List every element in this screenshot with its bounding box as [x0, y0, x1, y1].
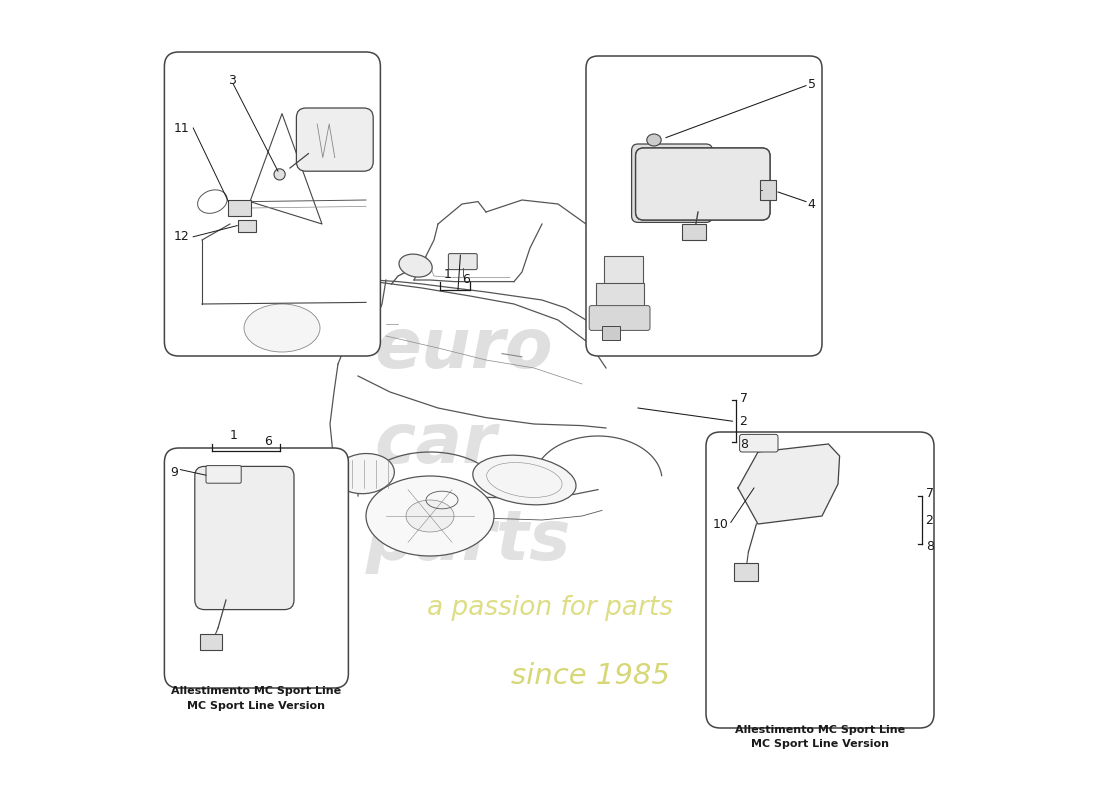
Ellipse shape — [399, 254, 432, 277]
Text: Allestimento MC Sport Line: Allestimento MC Sport Line — [735, 725, 905, 734]
Text: 6: 6 — [462, 273, 470, 286]
Text: 9: 9 — [170, 466, 178, 478]
FancyBboxPatch shape — [636, 148, 770, 220]
FancyBboxPatch shape — [596, 283, 645, 314]
FancyBboxPatch shape — [682, 224, 706, 240]
Text: Allestimento MC Sport Line: Allestimento MC Sport Line — [172, 686, 341, 696]
FancyBboxPatch shape — [706, 432, 934, 728]
Text: 2: 2 — [925, 514, 933, 526]
FancyBboxPatch shape — [636, 148, 770, 220]
Text: MC Sport Line Version: MC Sport Line Version — [751, 739, 890, 749]
FancyBboxPatch shape — [739, 434, 778, 452]
Text: 8: 8 — [740, 438, 748, 450]
FancyBboxPatch shape — [449, 254, 477, 270]
Text: a passion for parts: a passion for parts — [427, 595, 673, 621]
Ellipse shape — [473, 455, 576, 505]
Text: 2: 2 — [739, 414, 748, 428]
Text: 1: 1 — [443, 268, 451, 282]
Text: since 1985: since 1985 — [510, 662, 670, 690]
FancyBboxPatch shape — [760, 180, 777, 200]
Text: 8: 8 — [926, 540, 934, 553]
Text: 4: 4 — [807, 198, 815, 210]
FancyBboxPatch shape — [238, 220, 255, 232]
FancyBboxPatch shape — [296, 108, 373, 171]
FancyBboxPatch shape — [199, 634, 222, 650]
Text: 11: 11 — [174, 122, 189, 134]
FancyBboxPatch shape — [602, 326, 619, 340]
Text: car: car — [374, 410, 496, 478]
Text: 7: 7 — [740, 392, 748, 405]
FancyBboxPatch shape — [590, 306, 650, 330]
Text: parts: parts — [366, 506, 572, 574]
FancyBboxPatch shape — [604, 256, 642, 292]
Text: euro: euro — [374, 314, 552, 382]
Circle shape — [274, 169, 285, 180]
FancyBboxPatch shape — [164, 448, 349, 688]
Text: 3: 3 — [229, 74, 236, 86]
Text: 10: 10 — [713, 518, 728, 530]
FancyBboxPatch shape — [631, 144, 713, 222]
FancyBboxPatch shape — [164, 52, 381, 356]
Ellipse shape — [334, 454, 394, 494]
FancyBboxPatch shape — [206, 466, 241, 483]
Ellipse shape — [647, 134, 661, 146]
Text: 12: 12 — [174, 230, 189, 243]
Ellipse shape — [244, 304, 320, 352]
Ellipse shape — [366, 476, 494, 556]
FancyBboxPatch shape — [734, 563, 758, 581]
Text: 6: 6 — [264, 435, 273, 448]
Text: 5: 5 — [807, 78, 815, 90]
Ellipse shape — [406, 500, 454, 532]
FancyBboxPatch shape — [195, 466, 294, 610]
FancyBboxPatch shape — [586, 56, 822, 356]
FancyBboxPatch shape — [229, 200, 251, 216]
Text: 7: 7 — [926, 487, 934, 500]
Text: 1: 1 — [230, 429, 238, 442]
Text: MC Sport Line Version: MC Sport Line Version — [187, 701, 326, 710]
Polygon shape — [738, 444, 839, 524]
